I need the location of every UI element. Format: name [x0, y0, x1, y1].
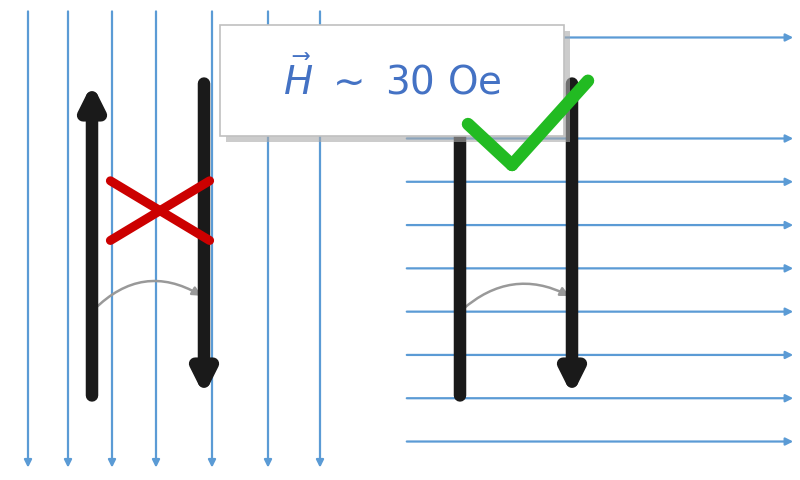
FancyBboxPatch shape	[226, 32, 570, 143]
Text: $\vec{H}\ \sim\ 30\ \mathrm{Oe}$: $\vec{H}\ \sim\ 30\ \mathrm{Oe}$	[282, 57, 502, 102]
FancyBboxPatch shape	[220, 26, 564, 137]
